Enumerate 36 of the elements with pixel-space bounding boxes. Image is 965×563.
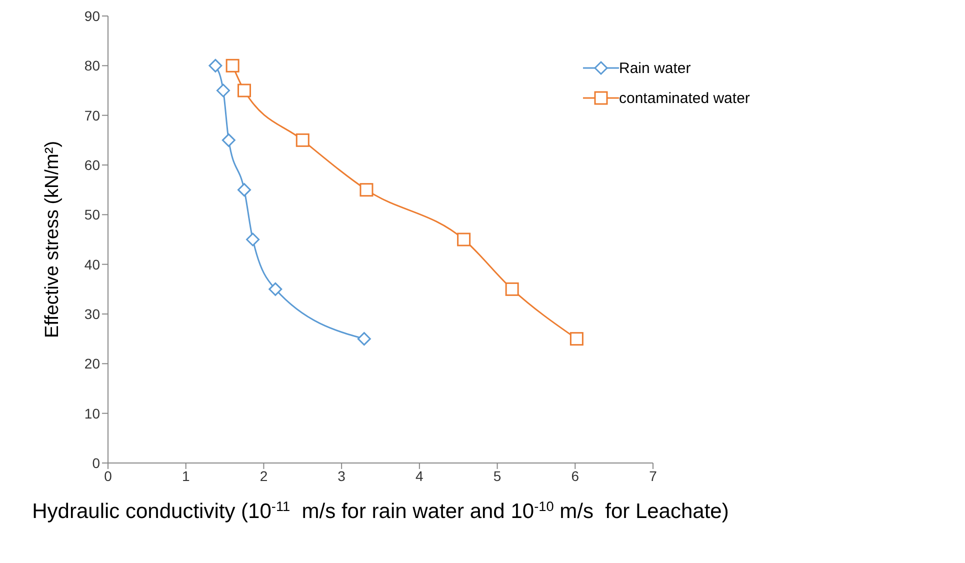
y-tick-label: 40: [84, 256, 100, 272]
y-tick-label: 30: [84, 306, 100, 322]
y-tick-label: 10: [84, 405, 100, 422]
point: [570, 332, 584, 346]
point: [268, 282, 282, 296]
point: [222, 133, 236, 147]
point: [357, 332, 371, 346]
legend-label: Rain water: [619, 60, 691, 76]
point: [360, 183, 374, 197]
x-tick-label: 0: [104, 468, 112, 484]
y-tick-label: 60: [84, 156, 100, 173]
x-axis-title: Hydraulic conductivity (10$^{-11}$ m/s for rain water and 10$^{-10}$ m/s for Leachate): [32, 498, 729, 523]
y-tick-label: 80: [84, 58, 100, 74]
point: [296, 133, 310, 147]
x-tick-label: 4: [416, 468, 424, 484]
x-tick-label: 7: [649, 468, 658, 484]
point: [208, 58, 222, 72]
y-axis-title: Effective stress (kN/m²): [42, 140, 63, 338]
y-tick-label: 70: [84, 107, 100, 124]
y-tick-label: 20: [84, 356, 100, 372]
y-tick-label: 0: [92, 454, 100, 471]
point: [246, 232, 260, 246]
y-tick-label: 90: [84, 8, 100, 24]
point: [238, 183, 251, 197]
y-tick-label: 50: [84, 206, 100, 223]
point: [457, 232, 471, 246]
point: [216, 84, 230, 98]
point: [238, 84, 251, 98]
x-tick-label: 5: [493, 468, 502, 484]
point: [505, 282, 519, 296]
legend-label: contaminated water: [619, 90, 750, 106]
x-tick-label: 3: [338, 468, 346, 484]
x-tick-label: 1: [182, 468, 190, 484]
x-tick-label: 6: [571, 468, 580, 484]
x-tick-label: 2: [260, 468, 268, 484]
point: [226, 58, 240, 72]
